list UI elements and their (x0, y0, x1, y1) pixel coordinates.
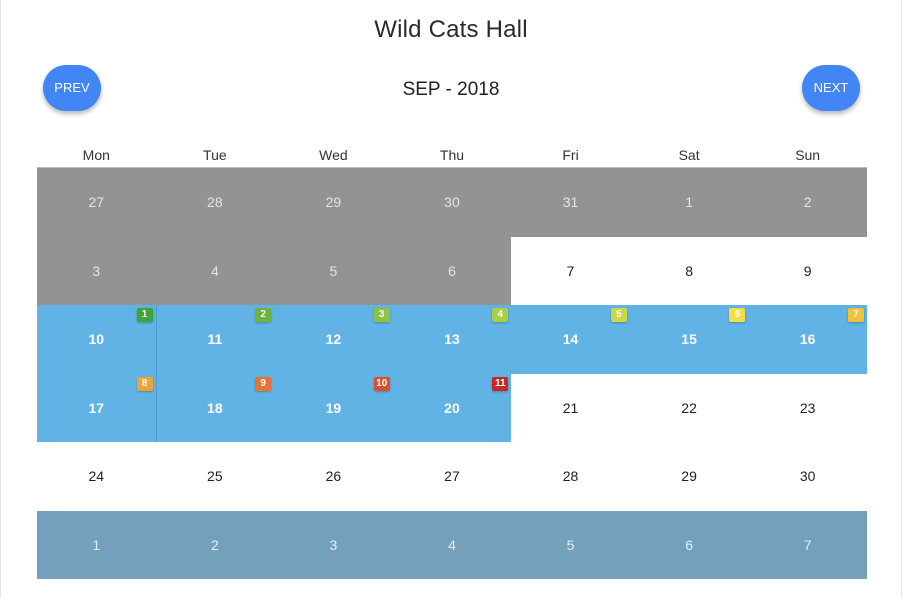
calendar-day-prev-month[interactable]: 6 (392, 236, 512, 305)
calendar-day-booked[interactable]: 11 2 (155, 305, 275, 374)
booking-badge: 2 (255, 308, 272, 322)
calendar-day-booked[interactable]: 20 11 (392, 373, 512, 442)
calendar-day-next-month[interactable]: 4 (392, 510, 512, 579)
calendar-day[interactable]: 29 (681, 468, 697, 484)
booking-badge: 3 (373, 308, 390, 322)
calendar-day[interactable]: 7 (566, 262, 575, 279)
calendar-day-booked[interactable]: 10 1 (37, 305, 156, 374)
calendar-day-booked[interactable]: 17 8 (37, 373, 156, 442)
calendar-day-prev-month[interactable]: 29 (274, 168, 393, 237)
booking-badge: 4 (492, 308, 509, 322)
weekday-header: Mon Tue Wed Thu Fri Sat Sun (37, 147, 867, 167)
booking-badge: 7 (847, 308, 864, 322)
calendar-day-booked[interactable]: 13 4 (392, 305, 512, 374)
weekday-label: Sat (678, 147, 700, 163)
calendar-day-next-month[interactable]: 2 (155, 510, 275, 579)
calendar-day[interactable]: 28 (562, 468, 579, 484)
calendar-day-booked[interactable]: 19 10 (274, 373, 393, 442)
calendar-day[interactable]: 22 (681, 399, 697, 416)
booking-badge: 8 (136, 376, 153, 391)
calendar-day-prev-month[interactable]: 30 (392, 168, 512, 237)
calendar-day[interactable]: 24 (88, 468, 105, 484)
calendar-day[interactable]: 23 (799, 399, 816, 416)
calendar-day-prev-month[interactable]: 27 (37, 168, 156, 237)
calendar-day[interactable]: 30 (799, 468, 816, 484)
calendar-day-next-month[interactable]: 7 (748, 510, 867, 579)
weekday-label: Wed (319, 147, 348, 163)
calendar-day-booked[interactable]: 15 6 (629, 305, 749, 374)
booking-badge: 1 (136, 308, 153, 322)
weekday-label: Thu (439, 147, 465, 163)
calendar-day[interactable]: 26 (325, 468, 342, 484)
calendar-day-next-month[interactable]: 1 (37, 510, 156, 579)
calendar-day-prev-month[interactable]: 2 (748, 168, 867, 237)
calendar-week: 24 25 26 27 28 29 30 (37, 442, 867, 511)
calendar-day-booked[interactable]: 18 9 (155, 373, 275, 442)
calendar-day-prev-month[interactable]: 28 (155, 168, 275, 237)
weekday-label: Fri (562, 147, 579, 163)
calendar-day-prev-month[interactable]: 4 (155, 236, 275, 305)
booking-badge: 5 (610, 308, 627, 322)
calendar-day-prev-month[interactable]: 5 (274, 236, 393, 305)
calendar-day[interactable]: 25 (207, 468, 223, 484)
weekday-label: Tue (203, 147, 227, 163)
booking-badge: 9 (255, 376, 272, 391)
next-month-button[interactable]: NEXT (802, 65, 860, 111)
calendar-day-prev-month[interactable]: 31 (511, 168, 630, 237)
calendar-day[interactable]: 8 (685, 262, 693, 279)
calendar-week: 17 8 18 9 19 10 20 11 21 22 23 (37, 373, 867, 442)
booking-badge: 6 (729, 308, 746, 322)
calendar-week: 27 28 29 30 31 1 2 (37, 168, 867, 237)
calendar-day[interactable]: 21 (562, 399, 579, 416)
calendar-day[interactable]: 27 (444, 468, 460, 484)
calendar-day-next-month[interactable]: 3 (274, 510, 393, 579)
calendar-day[interactable]: 9 (803, 262, 812, 279)
calendar-day-prev-month[interactable]: 1 (629, 168, 749, 237)
month-label: SEP - 2018 (402, 79, 500, 100)
prev-month-button[interactable]: PREV (43, 65, 101, 111)
calendar-day-booked[interactable]: 12 3 (274, 305, 393, 374)
weekday-label: Sun (795, 147, 821, 163)
booking-badge: 11 (492, 376, 509, 391)
weekday-divider (37, 167, 867, 168)
calendar-day-next-month[interactable]: 5 (511, 510, 630, 579)
weekday-label: Mon (82, 147, 110, 163)
calendar-week: 10 1 11 2 12 3 13 4 14 5 15 6 16 7 (37, 305, 867, 374)
page-title: Wild Cats Hall (374, 16, 528, 43)
calendar-day-booked[interactable]: 14 5 (511, 305, 630, 374)
calendar-day-booked[interactable]: 16 7 (748, 305, 867, 374)
calendar-grid: 27 28 29 30 31 1 2 3 4 5 6 7 8 9 10 1 11 2 12 3 13 4 14 5 15 6 16 7… (37, 168, 867, 579)
calendar-day-next-month[interactable]: 6 (629, 510, 749, 579)
calendar-day-prev-month[interactable]: 3 (37, 236, 156, 305)
booking-badge: 10 (373, 376, 390, 391)
